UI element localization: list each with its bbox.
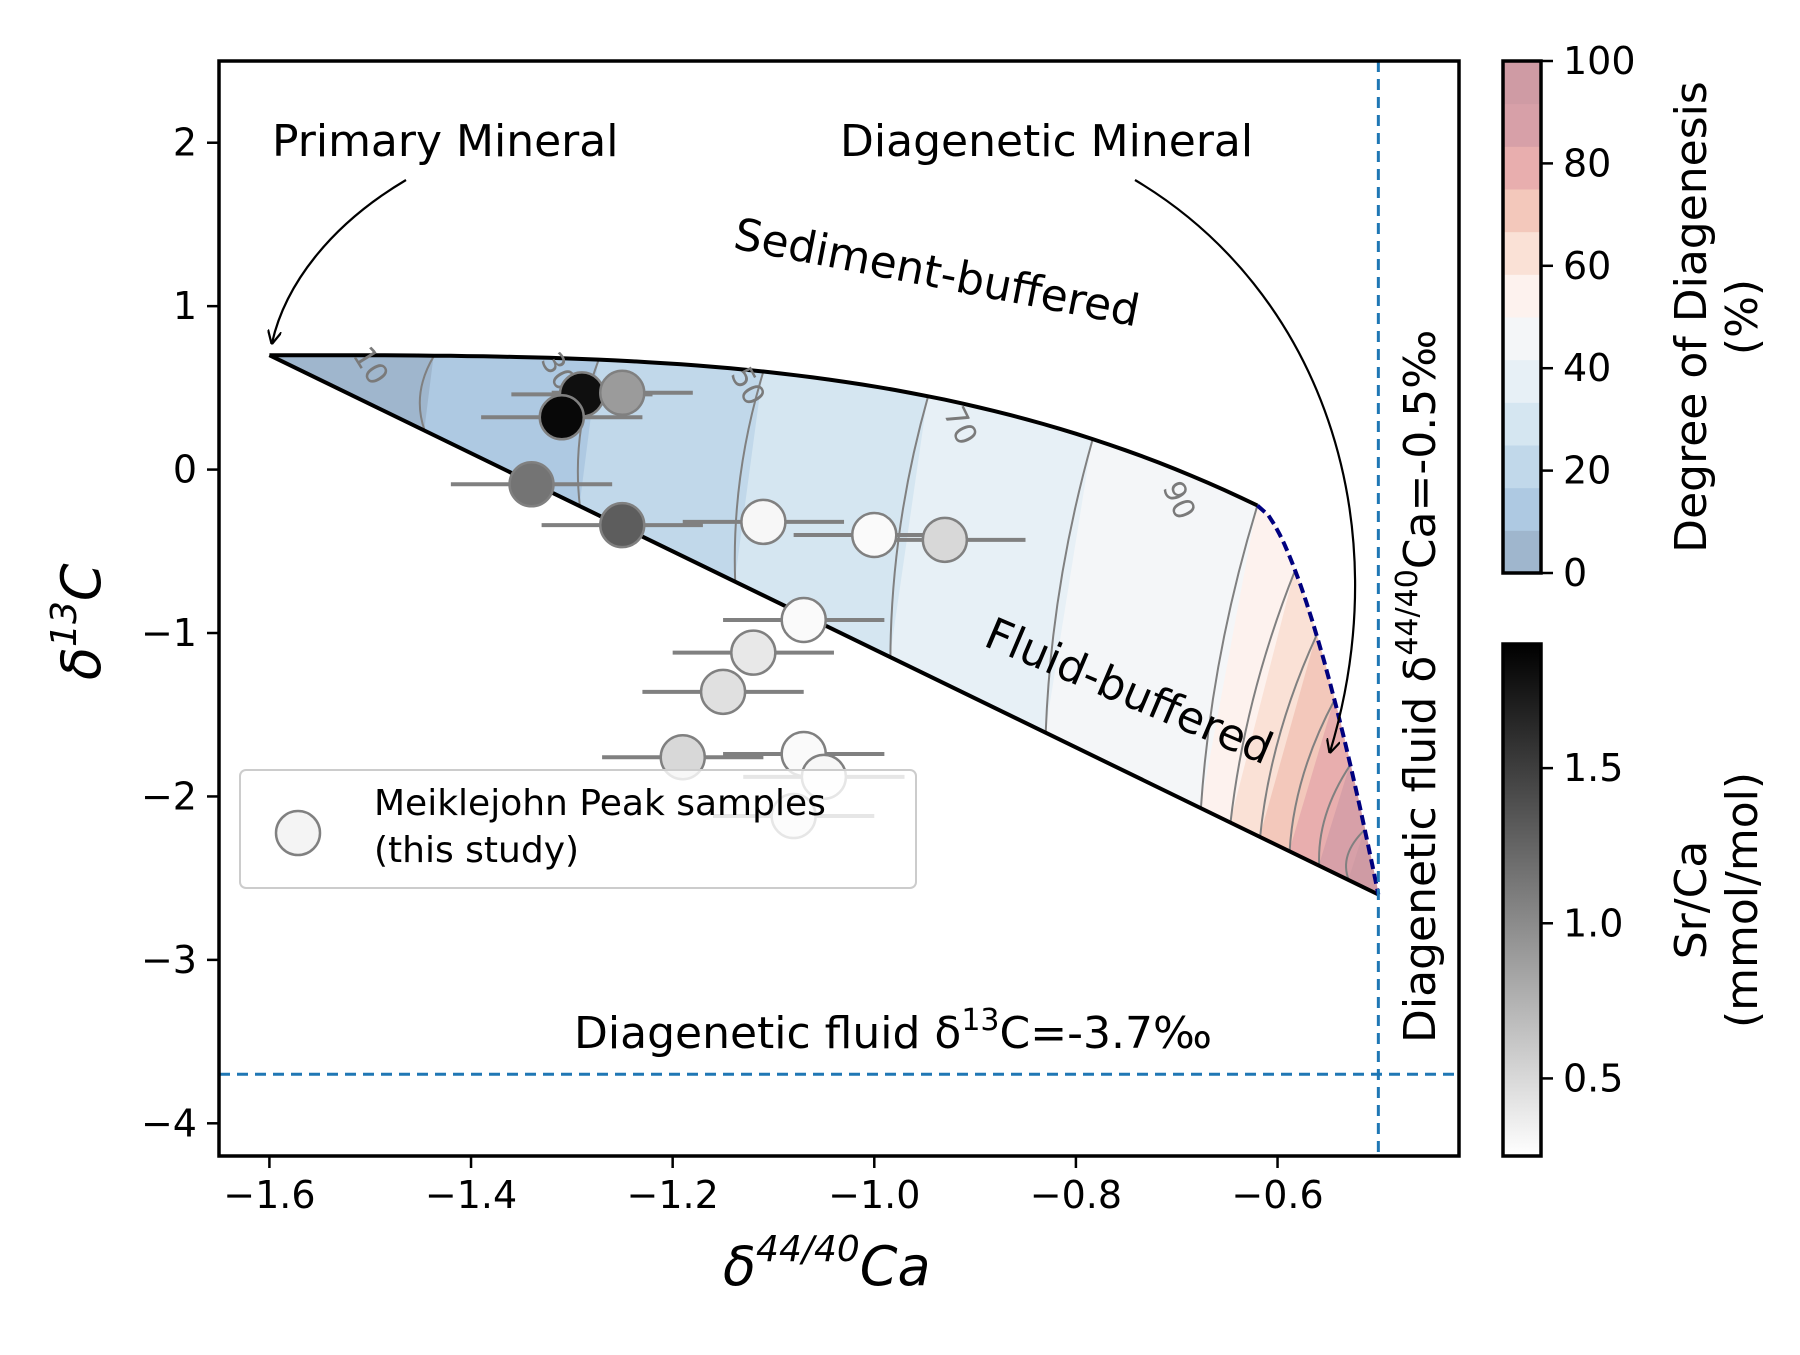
diagenesis-colorbar-tick-label: 100 xyxy=(1563,39,1636,83)
legend-frame xyxy=(239,769,917,889)
x-axis-label: δ44/40Ca xyxy=(723,1229,931,1298)
diagenesis-colorbar-band xyxy=(1503,61,1541,105)
fluid-d13c-sup: 13 xyxy=(961,1003,999,1038)
sample-point-1 xyxy=(599,369,646,417)
contour-line-5 xyxy=(1044,438,1094,733)
sediment-buffered-label: Sediment-buffered xyxy=(730,209,1144,338)
y-tick-label: −4 xyxy=(141,1101,197,1145)
diagenesis-colorbar-tick-label: 40 xyxy=(1563,346,1611,390)
y-axis-label-main: δ xyxy=(50,647,113,680)
contour-line-6 xyxy=(1199,505,1259,809)
x-axis-label-main: δ xyxy=(723,1235,756,1298)
diagenesis-colorbar-band xyxy=(1503,189,1541,233)
legend-label-line2: (this study) xyxy=(374,830,579,871)
diagenesis-colorbar-band xyxy=(1503,402,1541,446)
sample-point-5 xyxy=(740,498,787,546)
annotations: Primary Mineral Diagenetic Mineral Sedim… xyxy=(272,116,1446,1059)
plot-frame xyxy=(217,59,1461,1158)
diagenetic-mineral-label: Diagenetic Mineral xyxy=(840,116,1253,167)
diagenesis-colorbar-tick-label: 60 xyxy=(1563,244,1611,288)
fluid-d44ca-prefix: Diagenetic fluid δ xyxy=(1395,656,1446,1043)
diagenesis-colorbar-tick-label: 80 xyxy=(1563,141,1611,185)
diagenesis-colorbar-band xyxy=(1503,146,1541,190)
diagenesis-colorbar-ticks: 0 20 40 60 80 100 xyxy=(1541,39,1636,595)
diagenetic-end-boundary xyxy=(1256,504,1381,895)
sample-point-10 xyxy=(699,668,747,716)
diagenesis-colorbar-band xyxy=(1503,317,1541,361)
legend-marker xyxy=(274,809,322,857)
fluid-d13c-prefix: Diagenetic fluid δ xyxy=(574,1008,961,1059)
fluid-d13c-suffix: C=-3.7‰ xyxy=(1000,1008,1212,1059)
x-tick-label: −0.6 xyxy=(1231,1173,1323,1217)
x-tick-label: −1.0 xyxy=(828,1173,920,1217)
primary-mineral-arrow xyxy=(272,179,407,343)
diagenesis-colorbar-label-line2: (%) xyxy=(1717,279,1768,355)
diagenesis-colorbar-band xyxy=(1503,231,1541,275)
diagenetic-mineral-arrow xyxy=(1134,179,1357,752)
primary-mineral-label: Primary Mineral xyxy=(272,116,618,167)
y-axis-ticks: 2 1 0 −1 −2 −3 −4 xyxy=(141,121,219,1145)
diagenesis-colorbar-band xyxy=(1503,445,1541,489)
diagenesis-colorbar-frame xyxy=(1501,59,1543,575)
x-axis-label-sup: 44/40 xyxy=(756,1229,860,1270)
diagenesis-colorbar-band xyxy=(1503,103,1541,147)
legend-label-line1: Meiklejohn Peak samples xyxy=(374,783,826,824)
contour-line-1 xyxy=(418,355,435,432)
fluid-d13c-label: Diagenetic fluid δ13C=-3.7‰ xyxy=(574,1003,1212,1059)
x-tick-label: −1.2 xyxy=(627,1173,719,1217)
contour-line-9 xyxy=(1288,699,1336,852)
sample-point-6 xyxy=(851,511,898,559)
diagenesis-colorbar-band xyxy=(1503,530,1541,574)
y-tick-label: −3 xyxy=(141,938,197,982)
y-tick-label: −1 xyxy=(141,611,197,655)
y-tick-label: 2 xyxy=(173,121,197,165)
sample-point-8 xyxy=(780,596,827,644)
srca-colorbar-tick-label: 1.0 xyxy=(1563,901,1623,945)
legend: Meiklejohn Peak samples (this study) xyxy=(239,769,917,889)
contour-line-7 xyxy=(1229,570,1297,823)
x-tick-label: −1.6 xyxy=(223,1173,315,1217)
diagenesis-colorbar-tick-label: 0 xyxy=(1563,551,1587,595)
diagenesis-colorbar-band xyxy=(1503,359,1541,403)
diagenesis-colorbar-label-line1: Degree of Diagenesis xyxy=(1666,81,1717,553)
x-axis-label-tail: Ca xyxy=(860,1235,931,1298)
sample-point-4 xyxy=(599,501,646,549)
diagenesis-colorbar-band xyxy=(1503,487,1541,531)
fluid-d44ca-label: Diagenetic fluid δ44/40Ca=-0.5‰ xyxy=(1390,330,1446,1043)
x-tick-label: −1.4 xyxy=(425,1173,517,1217)
y-tick-label: −2 xyxy=(141,774,197,818)
x-axis-ticks: −1.6 −1.4 −1.2 −1.0 −0.8 −0.6 xyxy=(223,1156,1324,1217)
contour-line-10 xyxy=(1318,764,1352,866)
srca-colorbar-frame xyxy=(1501,642,1543,1158)
fluid-d44ca-sup: 44/40 xyxy=(1390,569,1425,655)
y-axis-label-tail: C xyxy=(50,563,113,601)
sample-point-2 xyxy=(538,394,586,441)
x-tick-label: −0.8 xyxy=(1030,1173,1122,1217)
y-axis-label-sup: 13 xyxy=(44,601,85,647)
y-tick-label: 0 xyxy=(173,448,197,492)
contour-line-8 xyxy=(1259,634,1318,838)
sample-point-7 xyxy=(921,516,969,564)
diagenesis-colorbar xyxy=(1503,61,1541,574)
sediment-buffered-boundary xyxy=(269,353,1259,508)
contour-line-3 xyxy=(733,371,765,582)
contour-line-4 xyxy=(889,396,930,658)
srca-colorbar-fill xyxy=(1503,644,1541,1156)
diagenesis-colorbar-tick-label: 20 xyxy=(1563,449,1611,493)
y-tick-label: 1 xyxy=(173,284,197,328)
contour-line-11 xyxy=(1345,828,1366,881)
srca-colorbar-tick-label: 0.5 xyxy=(1563,1056,1623,1100)
sample-point-9 xyxy=(730,629,777,676)
diagenesis-colorbar-band xyxy=(1503,274,1541,318)
y-axis-label: δ13C xyxy=(44,563,113,680)
srca-colorbar-label-line2: (mmol/mol) xyxy=(1717,772,1768,1028)
srca-colorbar-ticks: 0.5 1.0 1.5 xyxy=(1541,746,1623,1100)
srca-colorbar-label-line1: Sr/Ca xyxy=(1666,841,1717,960)
sample-points xyxy=(450,369,1026,840)
srca-colorbar-tick-label: 1.5 xyxy=(1563,746,1623,790)
fluid-d44ca-suffix: Ca=-0.5‰ xyxy=(1395,330,1446,569)
sample-point-3 xyxy=(508,461,555,508)
